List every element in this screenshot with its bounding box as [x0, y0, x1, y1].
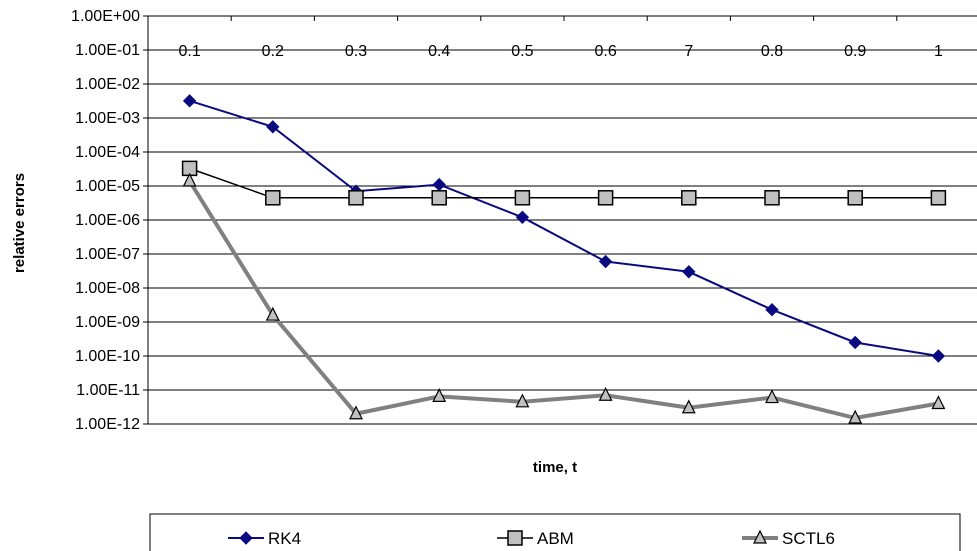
data-point [765, 389, 779, 404]
data-point [515, 210, 530, 225]
data-point [348, 190, 364, 206]
x-tick-label: 1 [934, 43, 943, 60]
data-point [681, 399, 696, 414]
y-tick-label: 1.00E-02 [75, 76, 140, 93]
data-point [598, 254, 613, 269]
data-point [431, 190, 447, 206]
legend-marker [507, 530, 523, 546]
data-point [597, 190, 614, 206]
data-point [432, 177, 446, 192]
data-point [765, 302, 779, 317]
series-line [189, 167, 939, 199]
x-tick-labels: 0.1 0.2 0.3 0.4 0.5 0.6 7 0.8 0.9 1 [178, 43, 942, 60]
data-point [182, 94, 197, 108]
series-group [181, 94, 947, 424]
legend-item-sctl6: SCTL6 [742, 529, 835, 548]
data-point [182, 172, 197, 187]
y-tick-label: 1.00E-11 [76, 382, 140, 399]
y-tick-label: 1.00E+00 [71, 8, 140, 25]
data-point [848, 335, 862, 350]
data-point [515, 393, 530, 408]
y-tick-label: 1.00E-01 [75, 42, 140, 59]
legend-marker [239, 531, 253, 545]
data-point [847, 190, 863, 206]
legend-item-rk4: RK4 [228, 529, 301, 548]
data-point [514, 190, 531, 206]
data-point [265, 190, 281, 206]
data-point [265, 306, 280, 321]
legend-label: ABM [537, 529, 574, 548]
y-tick-label: 1.00E-06 [75, 212, 140, 229]
data-point [931, 349, 946, 363]
x-tick-label: 0.2 [262, 43, 284, 60]
x-tick-label: 7 [684, 43, 693, 60]
legend-item-abm: ABM [497, 529, 574, 548]
y-tick-labels: 1.00E+00 1.00E-01 1.00E-02 1.00E-03 1.00E-04… [71, 8, 140, 433]
data-point [682, 265, 696, 279]
data-point [681, 190, 697, 206]
y-tick-label: 1.00E-09 [75, 314, 140, 331]
data-point [931, 395, 946, 410]
x-tick-label: 0.1 [178, 43, 200, 60]
series-abm [181, 160, 947, 206]
data-point [764, 190, 780, 206]
legend-label: RK4 [268, 529, 301, 548]
x-tick-label: 0.8 [761, 43, 783, 60]
x-tick-label: 0.5 [511, 43, 533, 60]
y-tick-label: 1.00E-08 [75, 280, 140, 297]
x-tick-label: 0.4 [428, 43, 450, 60]
y-tick-label: 1.00E-05 [75, 178, 140, 195]
x-tick-label: 0.3 [345, 43, 367, 60]
y-tick-label: 1.00E-12 [75, 416, 140, 433]
data-point [266, 120, 280, 134]
y-tick-label: 1.00E-10 [75, 348, 140, 365]
grid-lines [143, 15, 977, 425]
series-line [187, 179, 939, 421]
data-point [930, 190, 947, 206]
data-point [848, 409, 863, 424]
legend-box [149, 513, 961, 551]
y-tick-label: 1.00E-04 [75, 144, 140, 161]
legend: RK4 ABM SCTL6 [149, 513, 961, 551]
series-line [189, 99, 939, 357]
axes [147, 16, 898, 424]
data-point [349, 405, 363, 420]
y-tick-label: 1.00E-07 [75, 246, 140, 263]
y-tick-label: 1.00E-03 [75, 110, 140, 127]
x-tick-label: 0.9 [844, 43, 866, 60]
data-point [598, 386, 613, 401]
x-tick-label: 0.6 [594, 43, 616, 60]
legend-marker [753, 529, 767, 544]
y-axis-label: relative errors [11, 173, 28, 273]
legend-label: SCTL6 [782, 529, 835, 548]
series-sctl6 [182, 172, 946, 424]
data-point [432, 388, 447, 402]
x-axis-label: time, t [533, 459, 577, 476]
